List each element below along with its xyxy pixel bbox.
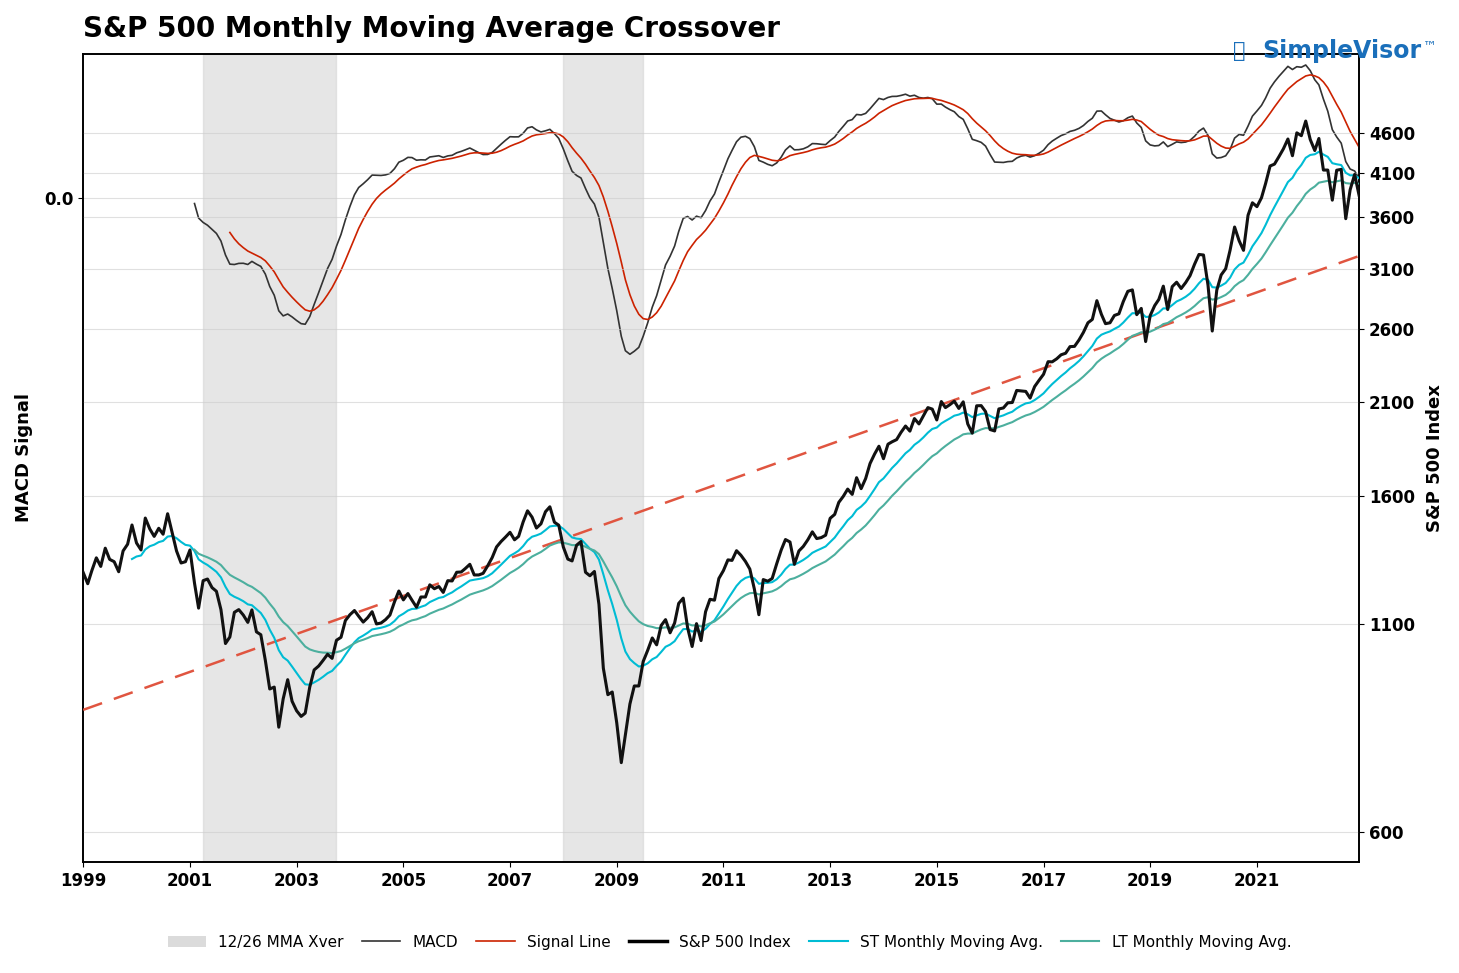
Text: SimpleVisor: SimpleVisor (1262, 39, 1421, 63)
Y-axis label: S&P 500 Index: S&P 500 Index (1425, 384, 1444, 532)
Bar (203, 54, 337, 862)
Bar (563, 54, 643, 862)
Text: 🦅: 🦅 (1233, 41, 1252, 61)
Text: S&P 500 Monthly Moving Average Crossover: S&P 500 Monthly Moving Average Crossover (83, 15, 781, 43)
Text: ™: ™ (1423, 39, 1437, 53)
Legend: 12/26 MMA Xver, MACD, Signal Line, S&P 500 Index, ST Monthly Moving Avg., LT Mon: 12/26 MMA Xver, MACD, Signal Line, S&P 5… (162, 928, 1297, 955)
Y-axis label: MACD Signal: MACD Signal (15, 393, 34, 523)
